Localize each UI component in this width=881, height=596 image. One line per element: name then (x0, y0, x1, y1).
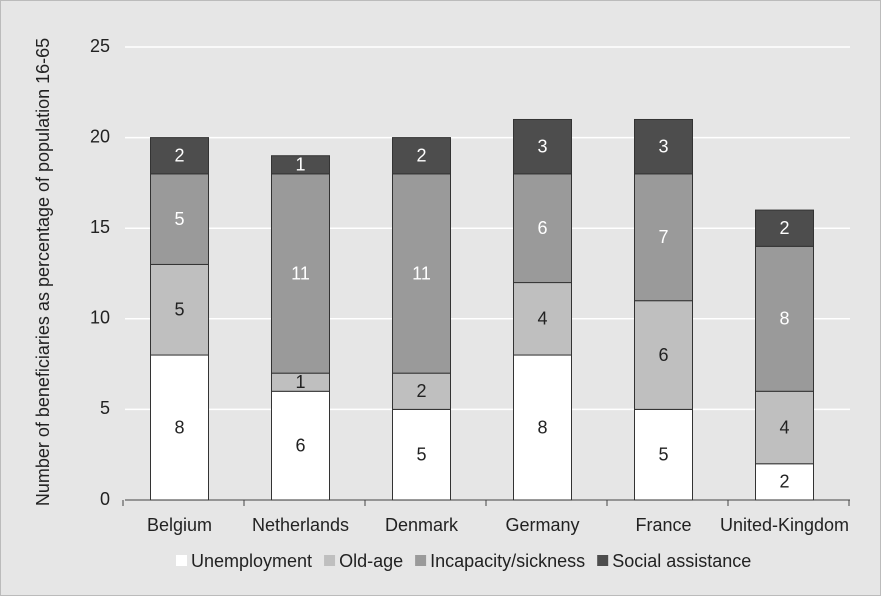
data-label: 8 (779, 309, 789, 329)
x-tick-label: Germany (505, 515, 579, 535)
bar-segment (150, 263, 209, 356)
data-label: 3 (537, 136, 547, 156)
bar-segment (271, 173, 330, 374)
bar-segment (513, 354, 572, 501)
legend-swatch (176, 555, 187, 566)
bar-segment (755, 463, 814, 501)
x-tick-label: Netherlands (252, 515, 349, 535)
bar-segment (634, 118, 693, 175)
y-tick-label: 15 (90, 217, 110, 237)
data-label: 5 (174, 299, 184, 319)
bar-segment (150, 137, 209, 175)
data-label: 5 (658, 444, 668, 464)
data-label: 8 (537, 417, 547, 437)
y-tick-label: 0 (100, 489, 110, 509)
x-tick-label: United-Kingdom (720, 515, 849, 535)
bar-segment (755, 209, 814, 247)
data-label: 2 (416, 381, 426, 401)
legend-swatch (415, 555, 427, 566)
data-label: 2 (779, 218, 789, 238)
bar-segment (634, 408, 693, 501)
data-label: 2 (416, 145, 426, 165)
x-tick-label: France (635, 515, 691, 535)
bar-segment (150, 173, 209, 265)
data-label: 2 (779, 472, 789, 492)
bar-segment (392, 408, 451, 501)
legend-label: Incapacity/sickness (430, 551, 585, 571)
data-label: 6 (658, 345, 668, 365)
data-label: 5 (416, 444, 426, 464)
data-label: 6 (295, 435, 305, 455)
data-label: 4 (779, 417, 789, 437)
data-label: 2 (174, 145, 184, 165)
legend-swatch (324, 555, 336, 566)
data-label: 4 (537, 309, 547, 329)
bar-segment (392, 173, 451, 374)
data-label: 1 (295, 155, 305, 175)
bar-segment (513, 173, 572, 284)
bar-segment (392, 137, 451, 175)
data-label: 5 (174, 209, 184, 229)
y-tick-label: 10 (90, 308, 110, 328)
x-tick-label: Denmark (385, 515, 459, 535)
bar-segment (755, 245, 814, 392)
data-label: 3 (658, 136, 668, 156)
bar-segment (634, 300, 693, 410)
y-tick-label: 20 (90, 126, 110, 146)
x-tick-label: Belgium (147, 515, 212, 535)
bar-segment (271, 155, 330, 175)
legend-label: Social assistance (612, 551, 751, 571)
data-label: 1 (295, 372, 305, 392)
legend-swatch (597, 555, 609, 566)
legend-label: Old-age (339, 551, 403, 571)
bar-segment (513, 118, 572, 175)
data-label: 6 (537, 218, 547, 238)
bar-segment (513, 282, 572, 356)
data-label: 11 (412, 263, 431, 283)
bar-segment (634, 173, 693, 302)
data-label: 8 (174, 417, 184, 437)
bar-segment (271, 390, 330, 501)
y-tick-label: 25 (90, 36, 110, 56)
legend-label: Unemployment (191, 551, 312, 571)
data-label: 7 (658, 227, 668, 247)
y-tick-label: 5 (100, 398, 110, 418)
bar-segment (150, 354, 209, 501)
data-label: 11 (291, 263, 310, 283)
y-axis-label: Number of beneficiaries as percentage of… (33, 38, 53, 506)
